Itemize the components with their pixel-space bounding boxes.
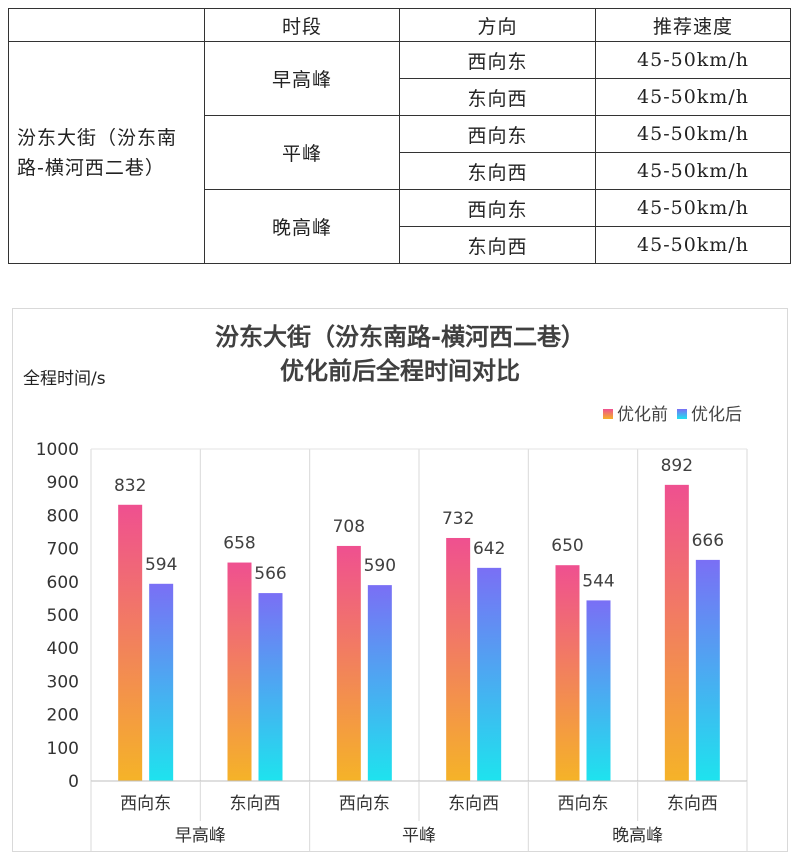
bar-before [555,565,580,781]
y-tick-label: 500 [47,606,79,626]
bar-chart: 汾东大街（汾东南路-横河西二巷） 优化前后全程时间对比 全程时间/s 优化前 优化… [23,323,748,851]
data-label: 650 [551,536,583,556]
road-name-line1: 汾东大街（汾东南 [17,126,178,149]
bar-after [695,559,720,781]
x-tick-label: 东向西 [667,794,718,814]
chart-title: 汾东大街（汾东南路-横河西二巷） [215,323,585,351]
y-tick-label: 0 [68,772,79,792]
x-group-label: 平峰 [402,826,436,846]
speed-cell: 45-50km/h [595,226,791,264]
data-label: 642 [473,539,505,559]
x-tick-label: 东向西 [230,794,281,814]
bar-after [586,600,611,781]
bar-before [227,562,252,781]
legend-label: 优化前 [617,405,668,425]
speed-table: 时段 方向 推荐速度 汾东大街（汾东南 路-横河西二巷） 早高峰 西向东 45-… [8,8,791,264]
x-tick-label: 西向东 [558,794,609,814]
period-cell: 平峰 [204,115,400,190]
table-header-row: 时段 方向 推荐速度 [8,8,791,42]
bar-before [664,484,689,781]
data-label: 666 [692,531,724,551]
data-label: 590 [364,556,396,576]
speed-cell: 45-50km/h [595,78,791,116]
direction-cell: 西向东 [399,41,596,79]
direction-cell: 东向西 [399,78,596,116]
data-label: 566 [254,564,286,584]
y-tick-label: 900 [47,473,79,493]
x-tick-label: 西向东 [120,794,171,814]
direction-cell: 东向西 [399,226,596,264]
data-label: 892 [661,456,693,476]
y-tick-label: 1000 [36,440,79,460]
legend: 优化前 优化后 [603,405,742,425]
direction-cell: 西向东 [399,189,596,227]
y-axis-label: 全程时间/s [23,369,106,389]
period-cell: 晚高峰 [204,189,400,264]
chart-subtitle: 优化前后全程时间对比 [280,357,520,385]
x-tick-label: 西向东 [339,794,390,814]
speed-cell: 45-50km/h [595,152,791,190]
y-tick-label: 100 [47,739,79,759]
bar-before [336,545,361,781]
speed-cell: 45-50km/h [595,115,791,153]
table-row: 东向西 45-50km/h [9,226,791,264]
y-tick-label: 300 [47,672,79,692]
data-label: 708 [333,517,365,537]
chart-frame: 汾东大街（汾东南路-横河西二巷） 优化前后全程时间对比 全程时间/s 优化前 优化… [12,308,788,852]
table-row: 晚高峰 西向东 45-50km/h [9,189,791,264]
y-tick-label: 600 [47,573,79,593]
header-corner [8,8,205,42]
table-row: 汾东大街（汾东南 路-横河西二巷） 早高峰 西向东 45-50km/h [8,41,791,264]
legend-swatch-after [677,409,687,419]
road-name-cell: 汾东大街（汾东南 路-横河西二巷） [8,41,205,264]
header-direction: 方向 [399,8,596,42]
legend-swatch-before [603,409,613,419]
data-label: 832 [114,476,146,496]
header-speed: 推荐速度 [595,8,791,42]
speed-cell: 45-50km/h [595,41,791,79]
data-label: 732 [442,509,474,529]
x-tick-label: 东向西 [448,794,499,814]
x-group-label: 早高峰 [175,826,226,846]
direction-cell: 西向东 [399,115,596,153]
bar-after [258,593,283,781]
bar-after [149,583,174,781]
x-group-label: 晚高峰 [612,826,663,846]
table-row: 东向西 45-50km/h [9,78,791,116]
period-cell: 早高峰 [204,41,400,116]
y-tick-label: 400 [47,639,79,659]
bar-after [477,567,502,781]
legend-label: 优化后 [691,405,742,425]
y-tick-label: 700 [47,540,79,560]
table-row: 东向西 45-50km/h [9,152,791,190]
bar-before [446,537,471,781]
bar-before [118,504,143,781]
data-label: 544 [582,571,614,591]
road-name-line2: 路-横河西二巷） [17,156,165,179]
y-tick-label: 800 [47,506,79,526]
y-tick-label: 200 [47,706,79,726]
header-period: 时段 [204,8,400,42]
data-label: 658 [223,534,255,554]
bar-after [367,585,392,781]
data-label: 594 [145,555,177,575]
speed-cell: 45-50km/h [595,189,791,227]
direction-cell: 东向西 [399,152,596,190]
